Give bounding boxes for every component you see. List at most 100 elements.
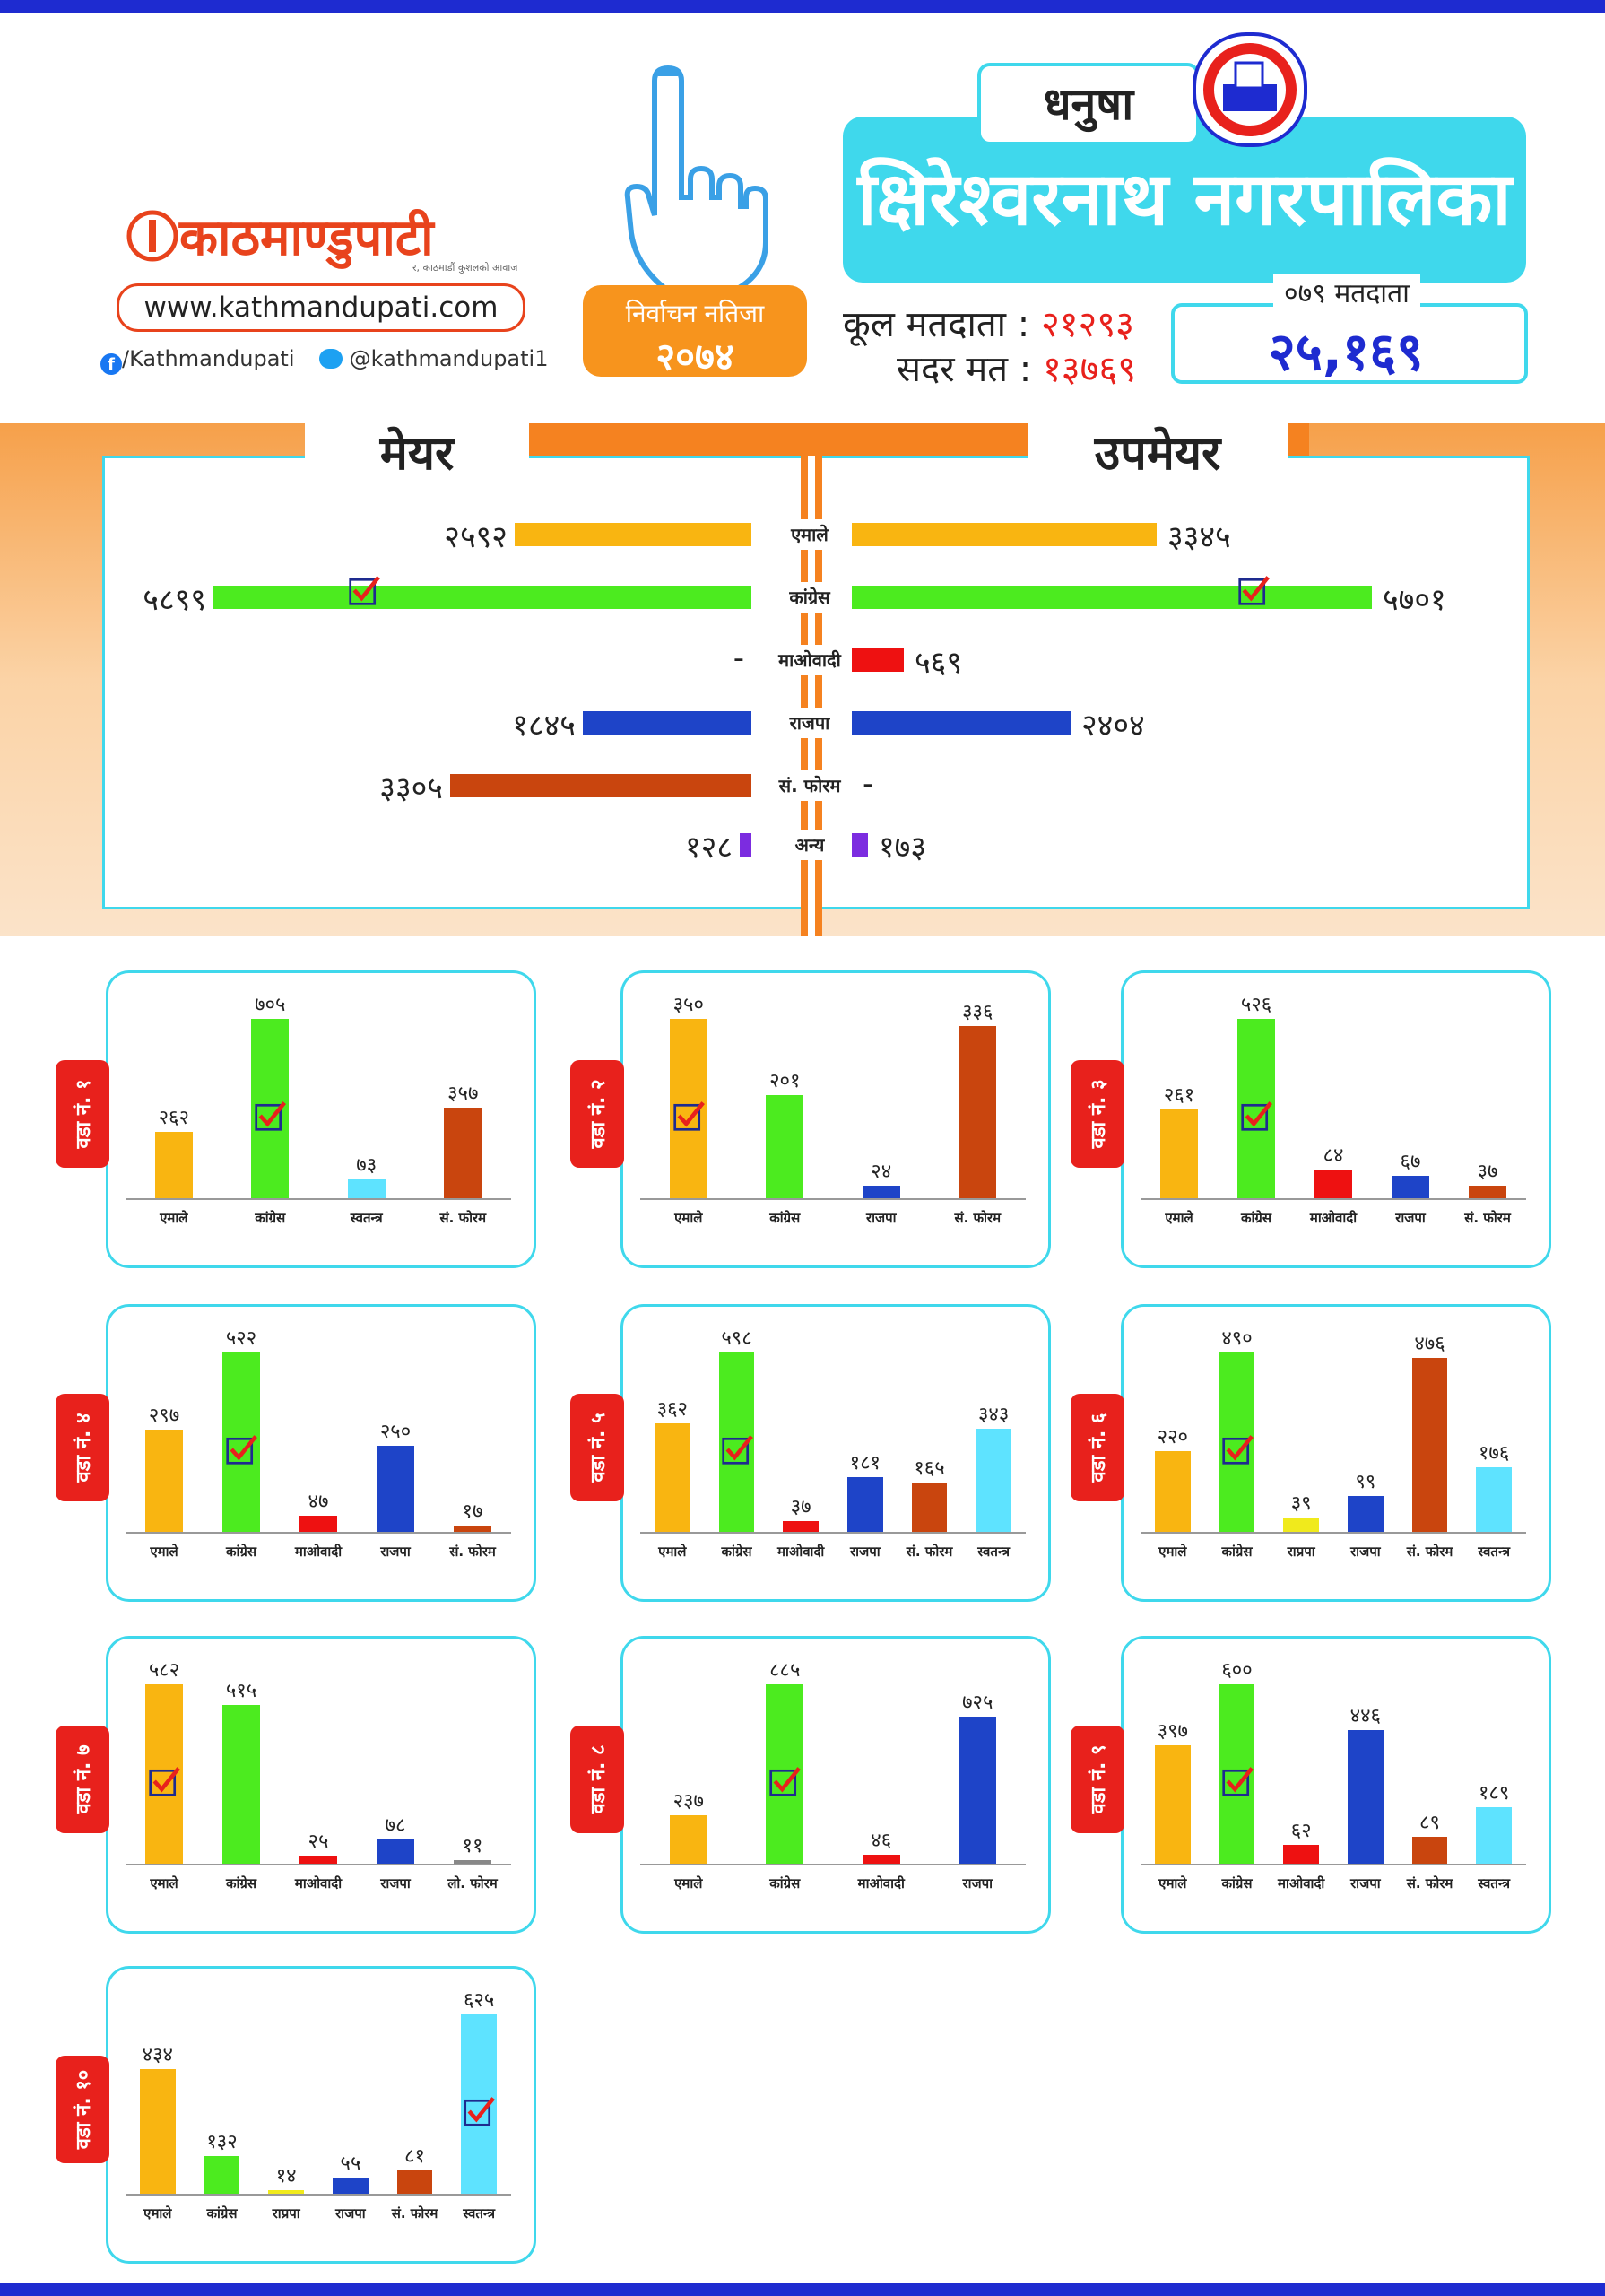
deputy-value-3: २४०४ [1081,708,1145,744]
mayor-bar-5 [740,833,751,857]
ward-3-bar-2 [1314,1170,1352,1198]
ward-6-value-5: १७६ [1478,1442,1510,1465]
facebook-link[interactable]: f/Kathmandupati [100,346,295,375]
ward-baseline-9 [1141,1864,1526,1866]
ward-1-bar-0 [154,1132,193,1198]
ward-6-value-0: २२० [1157,1426,1188,1448]
mayor-value-5: १२८ [684,830,733,865]
deputy-value-0: ३३४५ [1167,519,1231,555]
ward-5-category-1: कांग्रेस [721,1544,752,1560]
ward-10-bar-2 [268,2190,304,2194]
mayor-chart: एमाले २५९२ ३३४५ कांग्रेस ५८९९ ५७०१ माओवादी -५६९… [0,0,1605,936]
ward-6-value-3: ९९ [1355,1471,1376,1493]
ward-8-value-1: ८८५ [769,1659,801,1682]
mayor-bar-0 [515,523,751,546]
ward-2-category-1: कांग्रेस [769,1210,801,1226]
ward-1-category-1: कांग्रेस [255,1210,286,1226]
ward-9-category-0: एमाले [1158,1875,1187,1892]
ward-3-category-0: एमाले [1165,1210,1193,1226]
badge-label: निर्वाचन नतिजा [625,299,765,328]
party-label-4: सं. फोरम [760,770,859,801]
voters-079-value: २५,१६९ [1268,321,1424,382]
ward-7-value-4: ११ [462,1835,483,1857]
twitter-link[interactable]: @kathmandupati1 [319,346,548,371]
ward-7-category-0: एमाले [150,1875,178,1892]
ward-tab-3: वडा नं. ३ [1071,1060,1124,1168]
ward-baseline-7 [126,1864,511,1866]
ward-1-category-3: सं. फोरम [439,1210,487,1226]
mayor-value-1: ५८९९ [143,582,206,618]
ward-1-category-0: एमाले [160,1210,188,1226]
ward-9-category-4: सं. फोरम [1406,1875,1453,1892]
ward-6-value-4: ४७६ [1414,1333,1445,1355]
deputy-value-2: ५६९ [915,645,963,681]
ward-10-category-3: राजपा [335,2205,366,2222]
ward-6-category-2: राप्रपा [1287,1544,1315,1560]
ward-8-category-1: कांग्रेस [769,1875,801,1892]
ward-5-category-3: राजपा [850,1544,881,1560]
deputy-bar-2 [852,648,904,672]
ward-9-bar-0 [1155,1745,1191,1864]
mayor-winner-check [349,576,380,605]
ward-3-bar-4 [1469,1186,1506,1198]
ward-7-bar-2 [299,1856,337,1864]
ward-10-bar-4 [396,2170,433,2194]
ward-1-bar-3 [444,1108,482,1198]
ward-4-value-1: ५२२ [225,1327,257,1350]
website-link[interactable]: www.kathmandupati.com [117,283,525,332]
ward-5-category-2: माओवादी [777,1544,825,1560]
ward-5-winner-check [721,1435,753,1465]
ballot-box-icon [1193,32,1307,147]
ward-2-bar-1 [766,1095,804,1198]
ward-9-category-3: राजपा [1350,1875,1381,1892]
logo-icon [126,210,178,262]
mayor-value-4: ३३०५ [379,770,443,806]
ward-title-3: वडा नं. ३ [1088,1079,1110,1149]
ward-9-value-5: १८९ [1478,1782,1510,1805]
ward-7-value-2: २५ [308,1831,329,1853]
ward-10-value-5: ६२५ [463,1989,495,2012]
ward-baseline-3 [1141,1198,1526,1200]
ward-5-bar-3 [847,1477,883,1532]
ward-7-value-3: ७८ [385,1814,406,1837]
ward-9-category-1: कांग्रेस [1221,1875,1253,1892]
ward-5-value-5: ३४३ [977,1404,1010,1426]
ward-1-bar-2 [347,1179,386,1198]
mayor-value-2: - [733,640,744,676]
ward-8-value-0: २३७ [672,1790,704,1813]
ward-3-category-1: कांग्रेस [1240,1210,1271,1226]
mayor-value-3: १८४५ [512,708,576,744]
ward-tab-7: वडा नं. ७ [56,1726,109,1833]
ward-2-winner-check [673,1101,705,1131]
ward-9-category-2: माओवादी [1278,1875,1325,1892]
ward-baseline-8 [640,1864,1026,1866]
ward-tab-1: वडा नं. १ [56,1060,109,1168]
ward-4-value-2: ४७ [308,1491,329,1513]
ward-2-category-2: राजपा [865,1210,897,1226]
party-label-0: एमाले [760,519,859,550]
ward-7-category-3: राजपा [380,1875,411,1892]
top-stripe [0,0,1605,13]
twitter-icon [319,349,343,369]
ward-8-bar-3 [959,1717,997,1864]
ward-6-value-1: ४९० [1221,1327,1253,1350]
ward-9-category-5: स्वतन्त्र [1478,1875,1511,1892]
ward-10-value-1: १३२ [206,2131,238,2153]
ward-5-value-2: ३७ [790,1496,811,1518]
ward-10-category-0: एमाले [143,2205,172,2222]
ward-9-winner-check [1221,1767,1254,1796]
ward-baseline-6 [1141,1532,1526,1534]
facebook-handle: /Kathmandupati [122,346,295,371]
ward-8-category-0: एमाले [674,1875,703,1892]
ward-9-value-1: ६०० [1221,1659,1253,1682]
ward-1-winner-check [255,1101,287,1131]
party-label-3: राजपा [760,708,859,738]
ward-8-bar-0 [669,1815,707,1864]
ward-10-value-4: ८१ [404,2145,425,2168]
ward-2-value-1: २०१ [769,1070,801,1092]
ward-6-category-4: सं. फोरम [1406,1544,1453,1560]
ward-5-value-3: १८१ [849,1452,881,1474]
ward-4-bar-0 [145,1430,183,1532]
ward-6-category-5: स्वतन्त्र [1478,1544,1511,1560]
ward-tab-4: वडा नं. ४ [56,1394,109,1501]
